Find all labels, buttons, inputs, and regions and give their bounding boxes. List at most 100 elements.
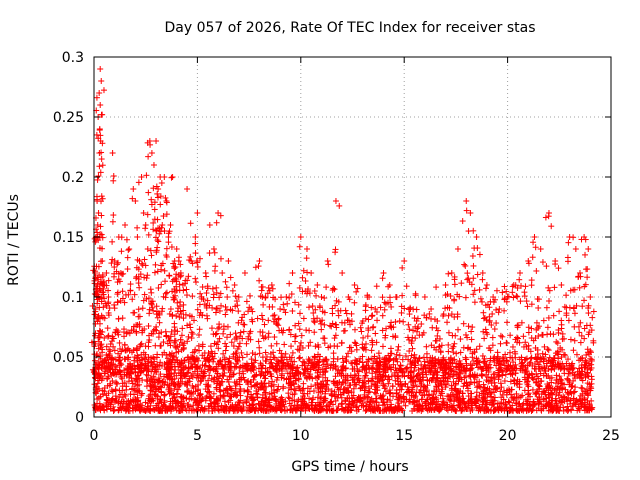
data-point: [546, 297, 553, 304]
data-point: [171, 265, 178, 272]
data-point: [298, 332, 305, 339]
data-point: [325, 261, 332, 268]
data-point: [163, 198, 170, 204]
data-point: [460, 395, 467, 402]
data-point: [202, 386, 209, 393]
data-point: [473, 379, 480, 386]
data-point: [296, 310, 303, 317]
data-point: [268, 342, 275, 349]
data-point: [210, 390, 217, 397]
data-point: [213, 395, 220, 402]
data-point: [306, 327, 313, 334]
data-point: [180, 301, 187, 308]
data-point: [246, 292, 253, 299]
data-point: [208, 395, 215, 402]
data-point: [334, 394, 341, 401]
data-point: [227, 331, 234, 338]
data-point: [412, 378, 419, 385]
data-point: [97, 102, 104, 108]
data-point: [529, 386, 536, 393]
data-point: [558, 282, 565, 288]
data-point: [459, 390, 466, 397]
data-point: [534, 295, 541, 302]
data-point: [548, 223, 555, 230]
data-point: [197, 290, 204, 297]
data-point: [157, 201, 164, 208]
y-axis-label: ROTI / TECUs: [6, 194, 22, 286]
data-point: [445, 341, 452, 348]
data-point: [567, 336, 574, 343]
data-point: [577, 319, 584, 326]
data-point: [458, 280, 465, 287]
data-points: [88, 66, 597, 414]
data-point: [479, 270, 486, 276]
data-point: [309, 375, 316, 382]
data-point: [289, 270, 296, 276]
data-point: [232, 330, 239, 337]
data-point: [116, 339, 123, 346]
data-point: [268, 282, 275, 288]
data-point: [559, 330, 566, 337]
data-point: [189, 293, 196, 300]
data-point: [464, 270, 471, 277]
data-point: [457, 336, 464, 343]
data-point: [311, 329, 318, 336]
data-point: [192, 279, 199, 286]
data-point: [533, 267, 540, 274]
data-point: [145, 189, 152, 196]
data-point: [213, 330, 220, 337]
data-point: [404, 364, 411, 371]
data-point: [114, 289, 121, 296]
data-point: [528, 355, 535, 362]
data-point: [351, 299, 358, 306]
data-point: [353, 346, 360, 353]
data-point: [406, 326, 413, 333]
data-point: [460, 399, 467, 406]
data-point: [161, 267, 168, 274]
data-point: [147, 286, 154, 293]
data-point: [262, 349, 269, 356]
data-point: [240, 328, 247, 335]
data-point: [135, 306, 142, 313]
data-point: [509, 289, 516, 296]
data-point: [195, 331, 202, 338]
data-point: [359, 359, 366, 366]
data-point: [301, 359, 308, 366]
data-point: [575, 403, 582, 410]
data-point: [271, 334, 278, 341]
data-point: [217, 212, 224, 219]
data-point: [332, 198, 339, 204]
data-point: [499, 333, 506, 340]
data-point: [584, 274, 591, 281]
y-tick-label: 0.2: [62, 170, 84, 186]
data-point: [445, 329, 452, 336]
data-point: [244, 351, 251, 358]
data-point: [205, 377, 212, 384]
data-point: [152, 261, 159, 268]
data-point: [110, 177, 117, 184]
data-point: [455, 326, 462, 333]
data-point: [553, 338, 560, 345]
data-point: [364, 393, 371, 400]
data-point: [343, 310, 350, 317]
data-point: [222, 311, 229, 318]
data-point: [185, 273, 192, 280]
data-point: [135, 313, 142, 320]
data-point: [324, 258, 331, 264]
data-point: [165, 239, 172, 246]
data-point: [390, 393, 397, 400]
data-point: [177, 298, 184, 305]
data-point: [365, 378, 372, 385]
data-point: [302, 278, 309, 285]
data-point: [459, 218, 466, 225]
data-point: [530, 239, 537, 246]
data-point: [412, 335, 419, 342]
data-point: [224, 334, 231, 341]
data-point: [119, 394, 126, 401]
data-point: [223, 343, 230, 350]
data-point: [565, 370, 572, 377]
data-point: [479, 298, 486, 305]
data-point: [206, 250, 213, 257]
data-point: [357, 324, 364, 331]
data-point: [585, 310, 592, 317]
